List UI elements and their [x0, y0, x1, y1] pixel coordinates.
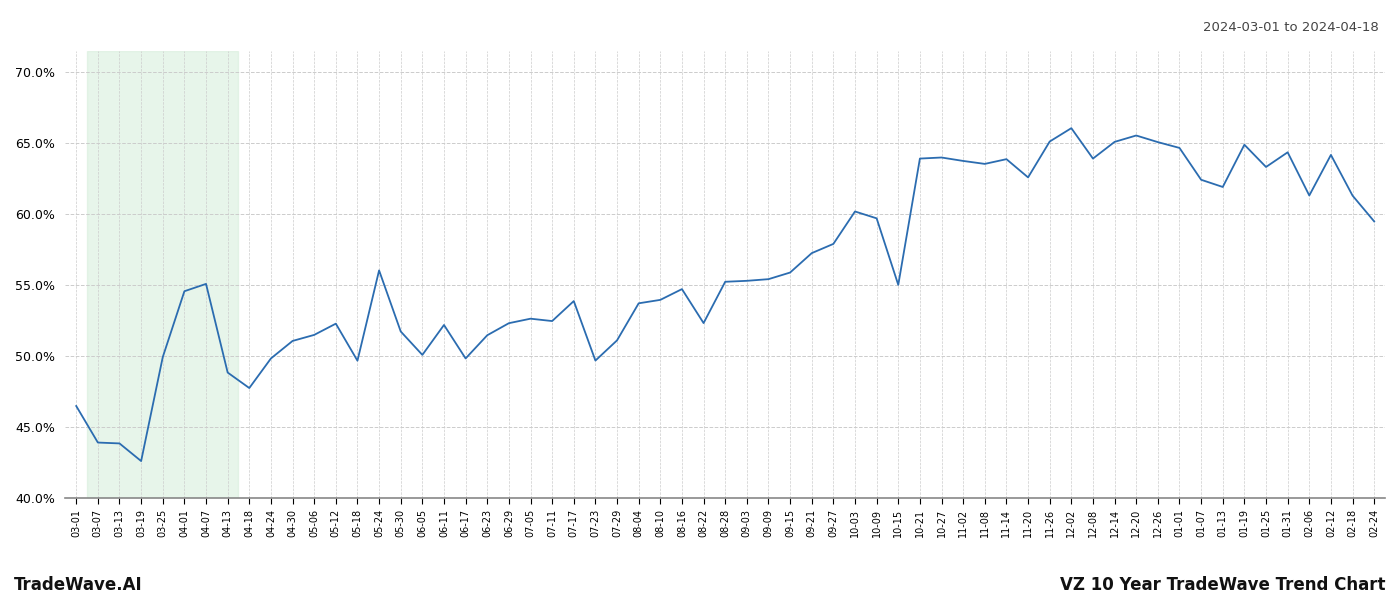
- Text: VZ 10 Year TradeWave Trend Chart: VZ 10 Year TradeWave Trend Chart: [1061, 576, 1386, 594]
- Bar: [87, 51, 238, 499]
- Text: 2024-03-01 to 2024-04-18: 2024-03-01 to 2024-04-18: [1203, 21, 1379, 34]
- Text: TradeWave.AI: TradeWave.AI: [14, 576, 143, 594]
